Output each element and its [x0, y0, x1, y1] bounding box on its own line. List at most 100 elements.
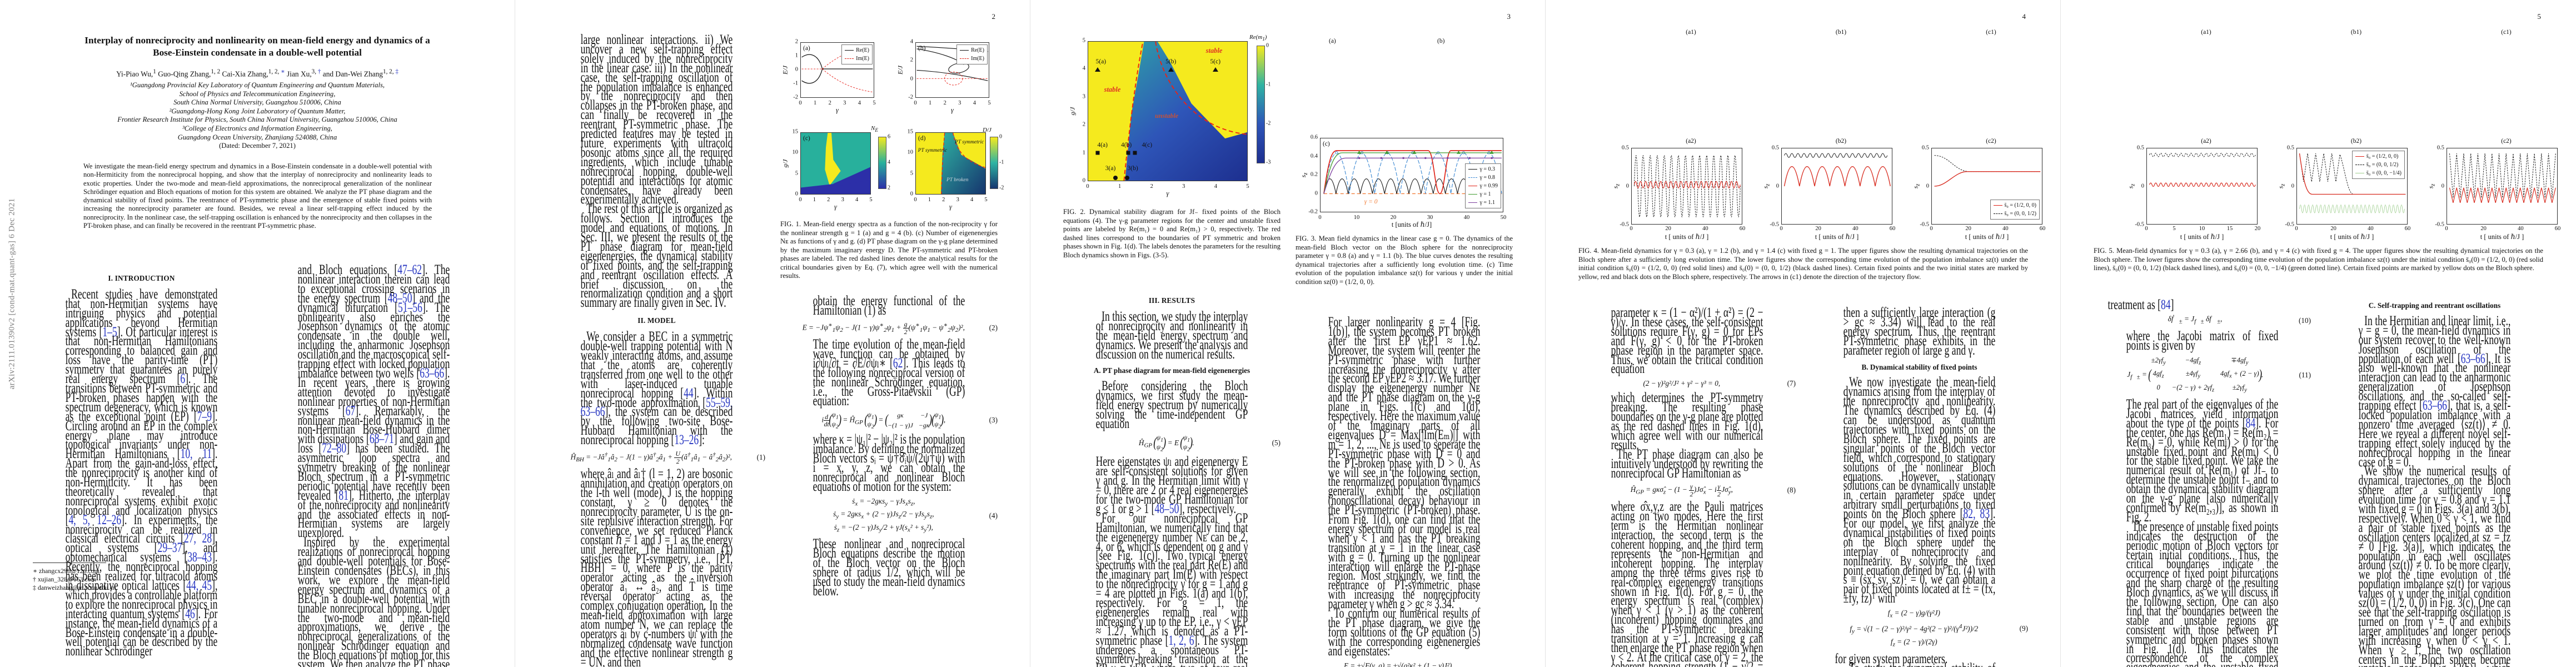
tick-label: 4 [888, 159, 890, 166]
tick-label: 1 [1082, 150, 1085, 156]
fig4-bloch-sphere-b1 [1756, 37, 1876, 132]
fig3c-legend: γ = 0.3 γ = 0.8 γ = 0.99 γ = 1 γ = 1.1 [1465, 163, 1501, 208]
colorbar-ticks: 0 -1 -2 [999, 134, 1013, 191]
authors: Yi-Piao Wu,1 Guo-Qing Zhang,1, 2 Cai-Xia… [116, 68, 398, 78]
panel-label: (b1) [2350, 29, 2362, 36]
marker-circle [1113, 176, 1118, 180]
tick-label: 50 [1500, 215, 1507, 221]
panel-label: (a2) [2201, 138, 2211, 145]
figure-2: stable stable unstable 5(a) 5(b) 5(c) [1063, 34, 1280, 288]
tick-label: 30 [1427, 215, 1433, 221]
footnote-email[interactable]: † xujian_328@163.com [33, 575, 96, 583]
marker-square [1126, 151, 1130, 155]
panel-label: (c1) [2501, 29, 2512, 36]
dated-line: (Dated: December 7, 2021) [219, 142, 296, 150]
tick-label: 5 [988, 100, 991, 106]
tick-label: 10 [1353, 215, 1360, 221]
tick-label: 0 [1086, 183, 1089, 190]
tick-label: 2 [828, 100, 831, 106]
tick-label: 1 [928, 100, 932, 106]
tick-label: 20 [1665, 226, 1671, 232]
tick-label: 60 [2554, 226, 2561, 232]
page-number: 3 [1507, 12, 1511, 21]
tick-label: 4 [1214, 183, 1218, 190]
figure-4: (a1) (b1) (c1) (a2) (b2) (c2) sz 0.5 0 -0.… [1578, 29, 2045, 296]
y-ticks: 15 10 5 0 [898, 129, 914, 197]
tick-label: 0 [910, 191, 913, 197]
tick-label: 3 [841, 197, 844, 203]
tick-label: 5 [910, 170, 913, 177]
paragraph: where the Jacobi matrix of fixed points … [2126, 328, 2279, 353]
page5-right-column: C. Self-trapping and reentrant oscillati… [2326, 300, 2543, 667]
y-ticks: 5 4 3 2 1 0 [1070, 38, 1085, 184]
fig4-caption: FIG. 4. Mean-field dynamics for γ = 0.3 … [1578, 247, 2028, 281]
paragraph: The real part of the eigenvalues of the … [2126, 397, 2279, 525]
fig1c-colorbar: NE 6 4 2 [871, 125, 890, 191]
fig3-bloch-sphere-a [1297, 40, 1400, 122]
equation-7: (2 − γ)²g²/J² + γ² − γ³ = 0, (7) [1643, 379, 1796, 388]
tick-label: 0 [2445, 226, 2448, 232]
marker-label: 5(c) [1210, 58, 1221, 65]
tick-label: 40 [2368, 226, 2374, 232]
tick-label: 3 [1082, 93, 1085, 100]
page5-left-column: treatment as [84] δḟ⃗± = Jf⃗± δf⃗±, (10)… [2094, 297, 2311, 667]
tick-label: 0 [1776, 183, 1779, 190]
fig4-panel-c2: s̄₀ = (1/2, 0, 0) s̄₀ = (0, 0, 1/2) sz 0… [1911, 145, 2045, 241]
x-axis-label: t [ units of ℏ/J ] [1965, 233, 2009, 241]
y-ticks: 2 1 0 -1 -2 [783, 39, 798, 101]
x-ticks: 0 20 40 60 [1780, 226, 1895, 232]
tick-label: 40 [1852, 226, 1858, 232]
marker-square [1133, 151, 1137, 155]
tick-label: 0.5 [2136, 145, 2144, 151]
page3-right-column: (a) (b) [1296, 36, 1513, 667]
tick-label: 0 [2441, 183, 2444, 190]
tick-label: 0 [1266, 42, 1269, 49]
tick-label: -1 [1266, 81, 1271, 88]
equation-1: ĤBH = −Jâ†1â2 − J(1 − γ)â†2â1 + U 2 (â†1â1… [548, 450, 765, 465]
x-ticks: 0 1 2 3 4 5 [914, 196, 987, 203]
tick-label: -1 [999, 159, 1004, 166]
tick-label: 0.5 [1771, 145, 1779, 151]
colorbar-ticks: 6 4 2 [888, 134, 901, 191]
tick-label: 40 [2002, 226, 2009, 232]
equation-tag: (1) [756, 452, 765, 461]
tick-label: 20 [2480, 226, 2487, 232]
panel-label: (c) [1323, 141, 1330, 147]
tick-label: -2 [1266, 120, 1271, 127]
affiliation-line: Guangdong Ocean University, Zhanjiang 52… [177, 133, 337, 141]
fig4-panel-a2: sz 0.5 0 -0.5 0 20 40 60 t [ units of ℏ/J ] [1611, 145, 1745, 241]
colorbar-ticks: 0 -1 -2 -3 [1266, 43, 1279, 166]
tick-label: 2 [1150, 183, 1153, 190]
tick-label: 5 [869, 197, 873, 203]
tick-label: 0 [2295, 226, 2298, 232]
tick-label: 0 [2291, 183, 2294, 190]
y-ticks: 0.5 0 -0.5 [1914, 145, 1929, 228]
fig1-panel-d: (d) PT symmetric PT symmetric PT broken … [908, 129, 988, 211]
tick-label: 0.6 [1310, 134, 1318, 141]
paragraph: For our nonreciprocal GP Hamiltonian, we… [1095, 510, 1248, 667]
footnote-email[interactable]: ∗ zhangcx298@126.com [33, 567, 99, 575]
tick-label: 60 [1889, 226, 1896, 232]
paragraph: To study the dynamical stability of the … [1843, 661, 1995, 667]
footnote-email[interactable]: ‡ danweizhang@m.scnu.edu.cn [33, 584, 116, 591]
fig1c-map [801, 133, 870, 194]
paragraph: In this section, we study the interplay … [1095, 308, 1248, 362]
colorbar-label: Re(m1) [1249, 33, 1267, 42]
y-ticks: 0.5 0 -0.5 [2429, 145, 2444, 228]
x-ticks: 0 10 20 30 40 50 [1318, 213, 1506, 221]
tick-label: 2 [1082, 121, 1085, 128]
x-axis-label: t [units of ℏ/J] [1391, 221, 1432, 228]
x-ticks: 0 20 40 60 [1630, 226, 1745, 232]
tick-label: 2 [910, 57, 913, 63]
region-label-pt-broken: PT broken [946, 177, 969, 183]
equation-4: ṡx = −2gκsy − γJsxsz, ṡy = 2gκsx + (2 … [833, 496, 998, 534]
fig4-panel-b2: sz 0.5 0 -0.5 0 20 40 60 t [ units of ℏ/J ] [1761, 145, 1895, 241]
paragraph: In the Hermitian and linear limit, i.e.,… [2358, 313, 2511, 470]
region-label-stable: stable [1205, 46, 1223, 54]
section-heading-model: II. MODEL [637, 316, 676, 325]
tick-label: 0 [1626, 183, 1629, 190]
page1-columns: I. INTRODUCTION Recent studies have demo… [33, 263, 482, 667]
fig3-caption: FIG. 3. Mean field dynamics in the linea… [1296, 235, 1513, 286]
x-axis-label: t [ units of ℏ/J ] [1815, 233, 1859, 241]
panel-label: (d) [918, 135, 926, 142]
